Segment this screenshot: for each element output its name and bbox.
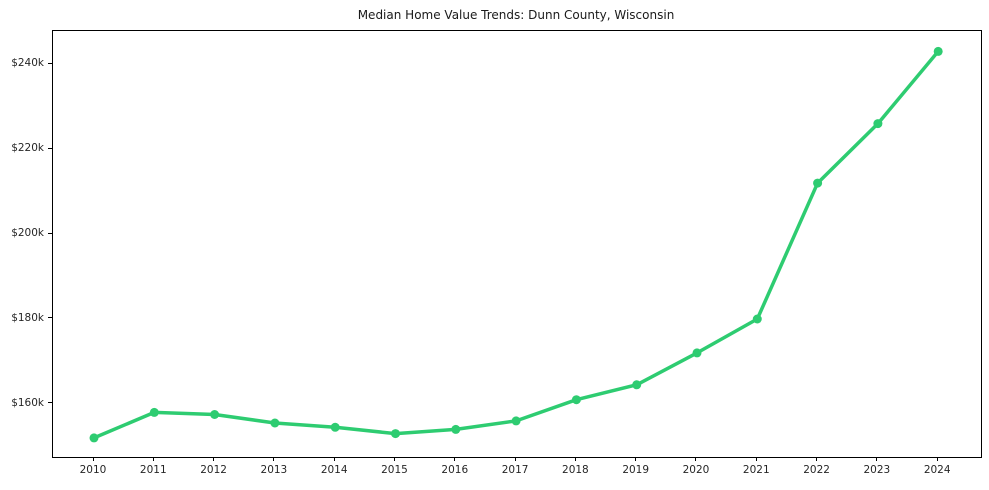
x-tick-mark-2020 bbox=[695, 457, 697, 461]
x-tick-mark-2023 bbox=[876, 457, 878, 461]
x-tick-label-2019: 2019 bbox=[622, 464, 650, 476]
trend-line bbox=[92, 49, 940, 440]
x-tick-mark-2011 bbox=[152, 457, 154, 461]
x-tick-label-2012: 2012 bbox=[200, 464, 227, 476]
y-tick-label-160000: $160k bbox=[11, 396, 44, 409]
x-tick-label-2022: 2022 bbox=[803, 464, 830, 476]
data-point-2021 bbox=[752, 314, 762, 324]
y-tick-mark-240000 bbox=[48, 62, 52, 64]
data-point-2022 bbox=[813, 178, 823, 188]
x-tick-label-2013: 2013 bbox=[260, 464, 288, 476]
data-point-2012 bbox=[210, 410, 220, 419]
data-point-2018 bbox=[571, 395, 581, 405]
y-tick-mark-160000 bbox=[48, 402, 52, 404]
data-point-2014 bbox=[330, 422, 340, 432]
x-tick-mark-2014 bbox=[333, 457, 335, 461]
y-tick-mark-200000 bbox=[48, 232, 52, 234]
data-point-2010 bbox=[89, 433, 99, 443]
data-point-2019 bbox=[632, 380, 642, 390]
x-tick-label-2015: 2015 bbox=[381, 464, 408, 476]
x-tick-mark-2016 bbox=[454, 457, 456, 461]
x-tick-label-2020: 2020 bbox=[682, 464, 710, 476]
x-tick-mark-2018 bbox=[574, 457, 576, 461]
x-tick-mark-2012 bbox=[213, 457, 215, 461]
y-tick-label-240000: $240k bbox=[11, 57, 44, 70]
x-tick-mark-2017 bbox=[514, 457, 516, 461]
y-tick-mark-220000 bbox=[48, 147, 52, 149]
x-tick-label-2024: 2024 bbox=[923, 464, 951, 476]
data-point-2016 bbox=[451, 424, 461, 434]
data-point-2024 bbox=[933, 46, 943, 56]
x-tick-label-2011: 2011 bbox=[139, 464, 167, 476]
data-point-2013 bbox=[270, 418, 280, 428]
data-point-2015 bbox=[391, 429, 400, 439]
line-chart-svg bbox=[89, 46, 943, 443]
x-tick-mark-2015 bbox=[393, 457, 395, 461]
y-tick-label-200000: $200k bbox=[11, 227, 44, 240]
data-point-2020 bbox=[692, 348, 702, 358]
plot-area bbox=[52, 30, 982, 458]
chart-title: Median Home Value Trends: Dunn County, W… bbox=[357, 8, 675, 22]
x-tick-label-2010: 2010 bbox=[79, 464, 107, 476]
x-tick-mark-2024 bbox=[936, 457, 938, 461]
y-tick-mark-180000 bbox=[48, 317, 52, 319]
x-tick-label-2014: 2014 bbox=[320, 464, 348, 476]
y-tick-label-180000: $180k bbox=[11, 311, 44, 324]
data-point-2023 bbox=[873, 119, 883, 129]
x-tick-label-2023: 2023 bbox=[863, 464, 891, 476]
x-tick-mark-2022 bbox=[816, 457, 818, 461]
data-point-2017 bbox=[511, 416, 521, 426]
x-tick-mark-2010 bbox=[92, 457, 94, 461]
x-tick-label-2021: 2021 bbox=[742, 464, 770, 476]
x-tick-mark-2013 bbox=[273, 457, 275, 461]
data-point-2011 bbox=[149, 407, 159, 417]
y-tick-label-220000: $220k bbox=[11, 142, 44, 155]
x-tick-label-2016: 2016 bbox=[441, 464, 469, 476]
x-tick-mark-2021 bbox=[755, 457, 757, 461]
x-tick-label-2018: 2018 bbox=[562, 464, 589, 476]
x-tick-label-2017: 2017 bbox=[501, 464, 529, 476]
x-tick-mark-2019 bbox=[635, 457, 637, 461]
